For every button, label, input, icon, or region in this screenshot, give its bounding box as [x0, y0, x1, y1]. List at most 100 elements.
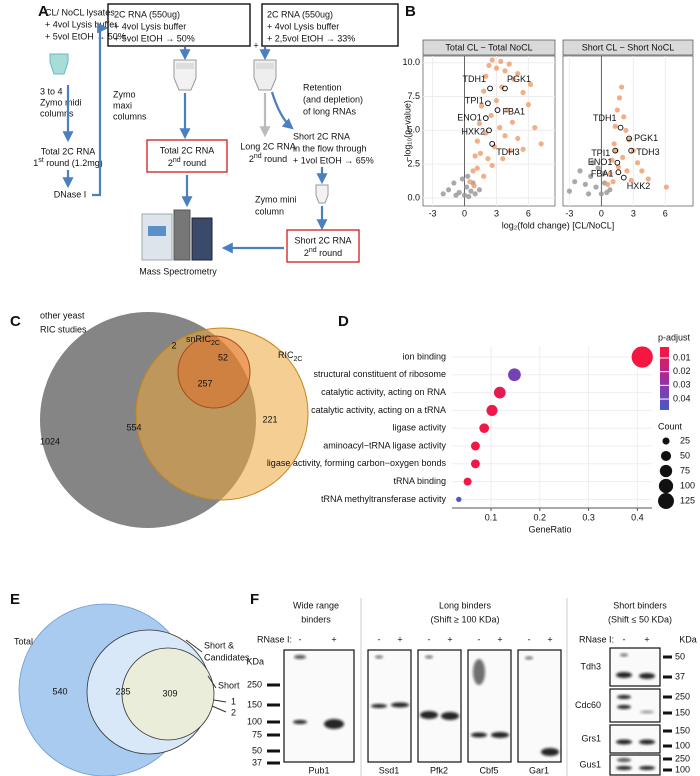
flow-text-part: round [262, 154, 288, 164]
set-circle [121, 647, 215, 741]
set-label: Short [218, 680, 240, 690]
flow-text: + 5vol EtOH → 50% [45, 31, 126, 41]
point [481, 173, 487, 179]
flow-text: 2C RNA (550ug) [267, 9, 333, 19]
flow-text: 3 to 4 [40, 86, 63, 96]
region-count: 257 [197, 378, 212, 388]
category-label: catalytic activity, acting on RNA [321, 387, 446, 397]
dot [486, 404, 498, 416]
facet-title: Short CL − Short NoCL [582, 42, 674, 52]
flow-text: 2nd round [304, 247, 342, 258]
set-label: Short & [204, 640, 234, 650]
plus-sign: + [253, 40, 258, 50]
point [471, 183, 477, 189]
venn-set [177, 335, 251, 409]
category-label: ligase activity [392, 423, 446, 433]
ladder-label: 250 [675, 753, 690, 763]
point [616, 95, 623, 101]
x-tick-label: 0.1 [485, 512, 498, 522]
ladder-label: 100 [675, 740, 690, 750]
ladder-mark [267, 720, 280, 724]
size-label: 25 [680, 435, 690, 445]
category-label: aminoacyl−tRNA ligase activity [323, 440, 446, 450]
flow-text: 2C RNA (550ug) [114, 9, 180, 19]
gene-label: TPI1 [465, 96, 484, 106]
flow-text-part: round [181, 158, 207, 168]
band [294, 655, 306, 659]
size-key [662, 437, 670, 445]
point [595, 165, 601, 171]
panel-label: A [38, 3, 49, 20]
point [520, 146, 526, 152]
point [527, 81, 534, 87]
column-band [256, 63, 274, 69]
point [474, 165, 480, 171]
point [507, 147, 513, 154]
category-label: ligase activity, forming carbon−oxygen b… [267, 458, 447, 468]
group-header: (Shift ≥ 100 KDa) [431, 614, 500, 624]
x-tick-label: 0.3 [582, 512, 595, 522]
highlight-point [487, 85, 493, 92]
point [497, 125, 503, 131]
blot [609, 688, 661, 723]
x-tick-label: 3 [494, 208, 499, 218]
band [293, 720, 307, 724]
group-header: (Shift ≤ 50 KDa) [608, 614, 672, 624]
band [371, 704, 387, 708]
point [504, 107, 510, 113]
point [476, 187, 483, 193]
protein-label: Pfk2 [430, 765, 448, 775]
lane-label: - [299, 634, 302, 644]
panel-label: E [10, 591, 20, 608]
y-tick-label: 2.5 [407, 158, 420, 168]
point [634, 160, 641, 166]
size-key [658, 493, 674, 509]
highlight-box [286, 229, 360, 263]
point [611, 141, 617, 147]
y-tick-label: 10.0 [402, 57, 420, 67]
size-label: 50 [680, 450, 690, 460]
ladder-label: 150 [247, 699, 262, 709]
ladder-mark [267, 749, 280, 753]
point [486, 62, 492, 69]
ladder-mark [663, 757, 672, 761]
highlight-point [485, 100, 491, 107]
band [620, 653, 628, 657]
point [538, 141, 544, 147]
set-label-part: 2C [211, 340, 220, 347]
point [532, 125, 538, 131]
ladder-label: 150 [675, 725, 690, 735]
point [624, 168, 630, 174]
point [467, 179, 473, 185]
flow-text-part: 2 [304, 248, 309, 258]
column-band [176, 63, 194, 69]
flow-text: column [255, 206, 284, 216]
point [598, 191, 604, 197]
point [628, 177, 634, 183]
point [493, 65, 500, 71]
point [502, 68, 508, 74]
point [593, 184, 599, 190]
point [472, 191, 478, 197]
dot [456, 496, 462, 503]
ladder-label: 37 [675, 671, 685, 681]
band [441, 712, 459, 720]
group-header: Wide range [293, 600, 339, 610]
point [470, 168, 476, 174]
point [459, 176, 465, 182]
highlight-point [614, 159, 621, 166]
band [324, 719, 344, 729]
flow-text-part: 2 [249, 154, 254, 164]
protein-label: Grs1 [581, 733, 601, 743]
region-count: 554 [126, 422, 141, 432]
flow-text-part: nd [254, 153, 262, 160]
colorbar-label: 0.02 [673, 366, 691, 376]
band [525, 656, 533, 660]
flow-text: Total 2C RNA [160, 145, 215, 155]
size-label: 75 [680, 465, 690, 475]
instrument [141, 213, 173, 261]
protein-label: Pub1 [308, 765, 329, 775]
highlight-point [486, 127, 492, 134]
flow-text: Long 2C RNA [240, 141, 296, 151]
flow-text: in the flow through [293, 143, 367, 153]
